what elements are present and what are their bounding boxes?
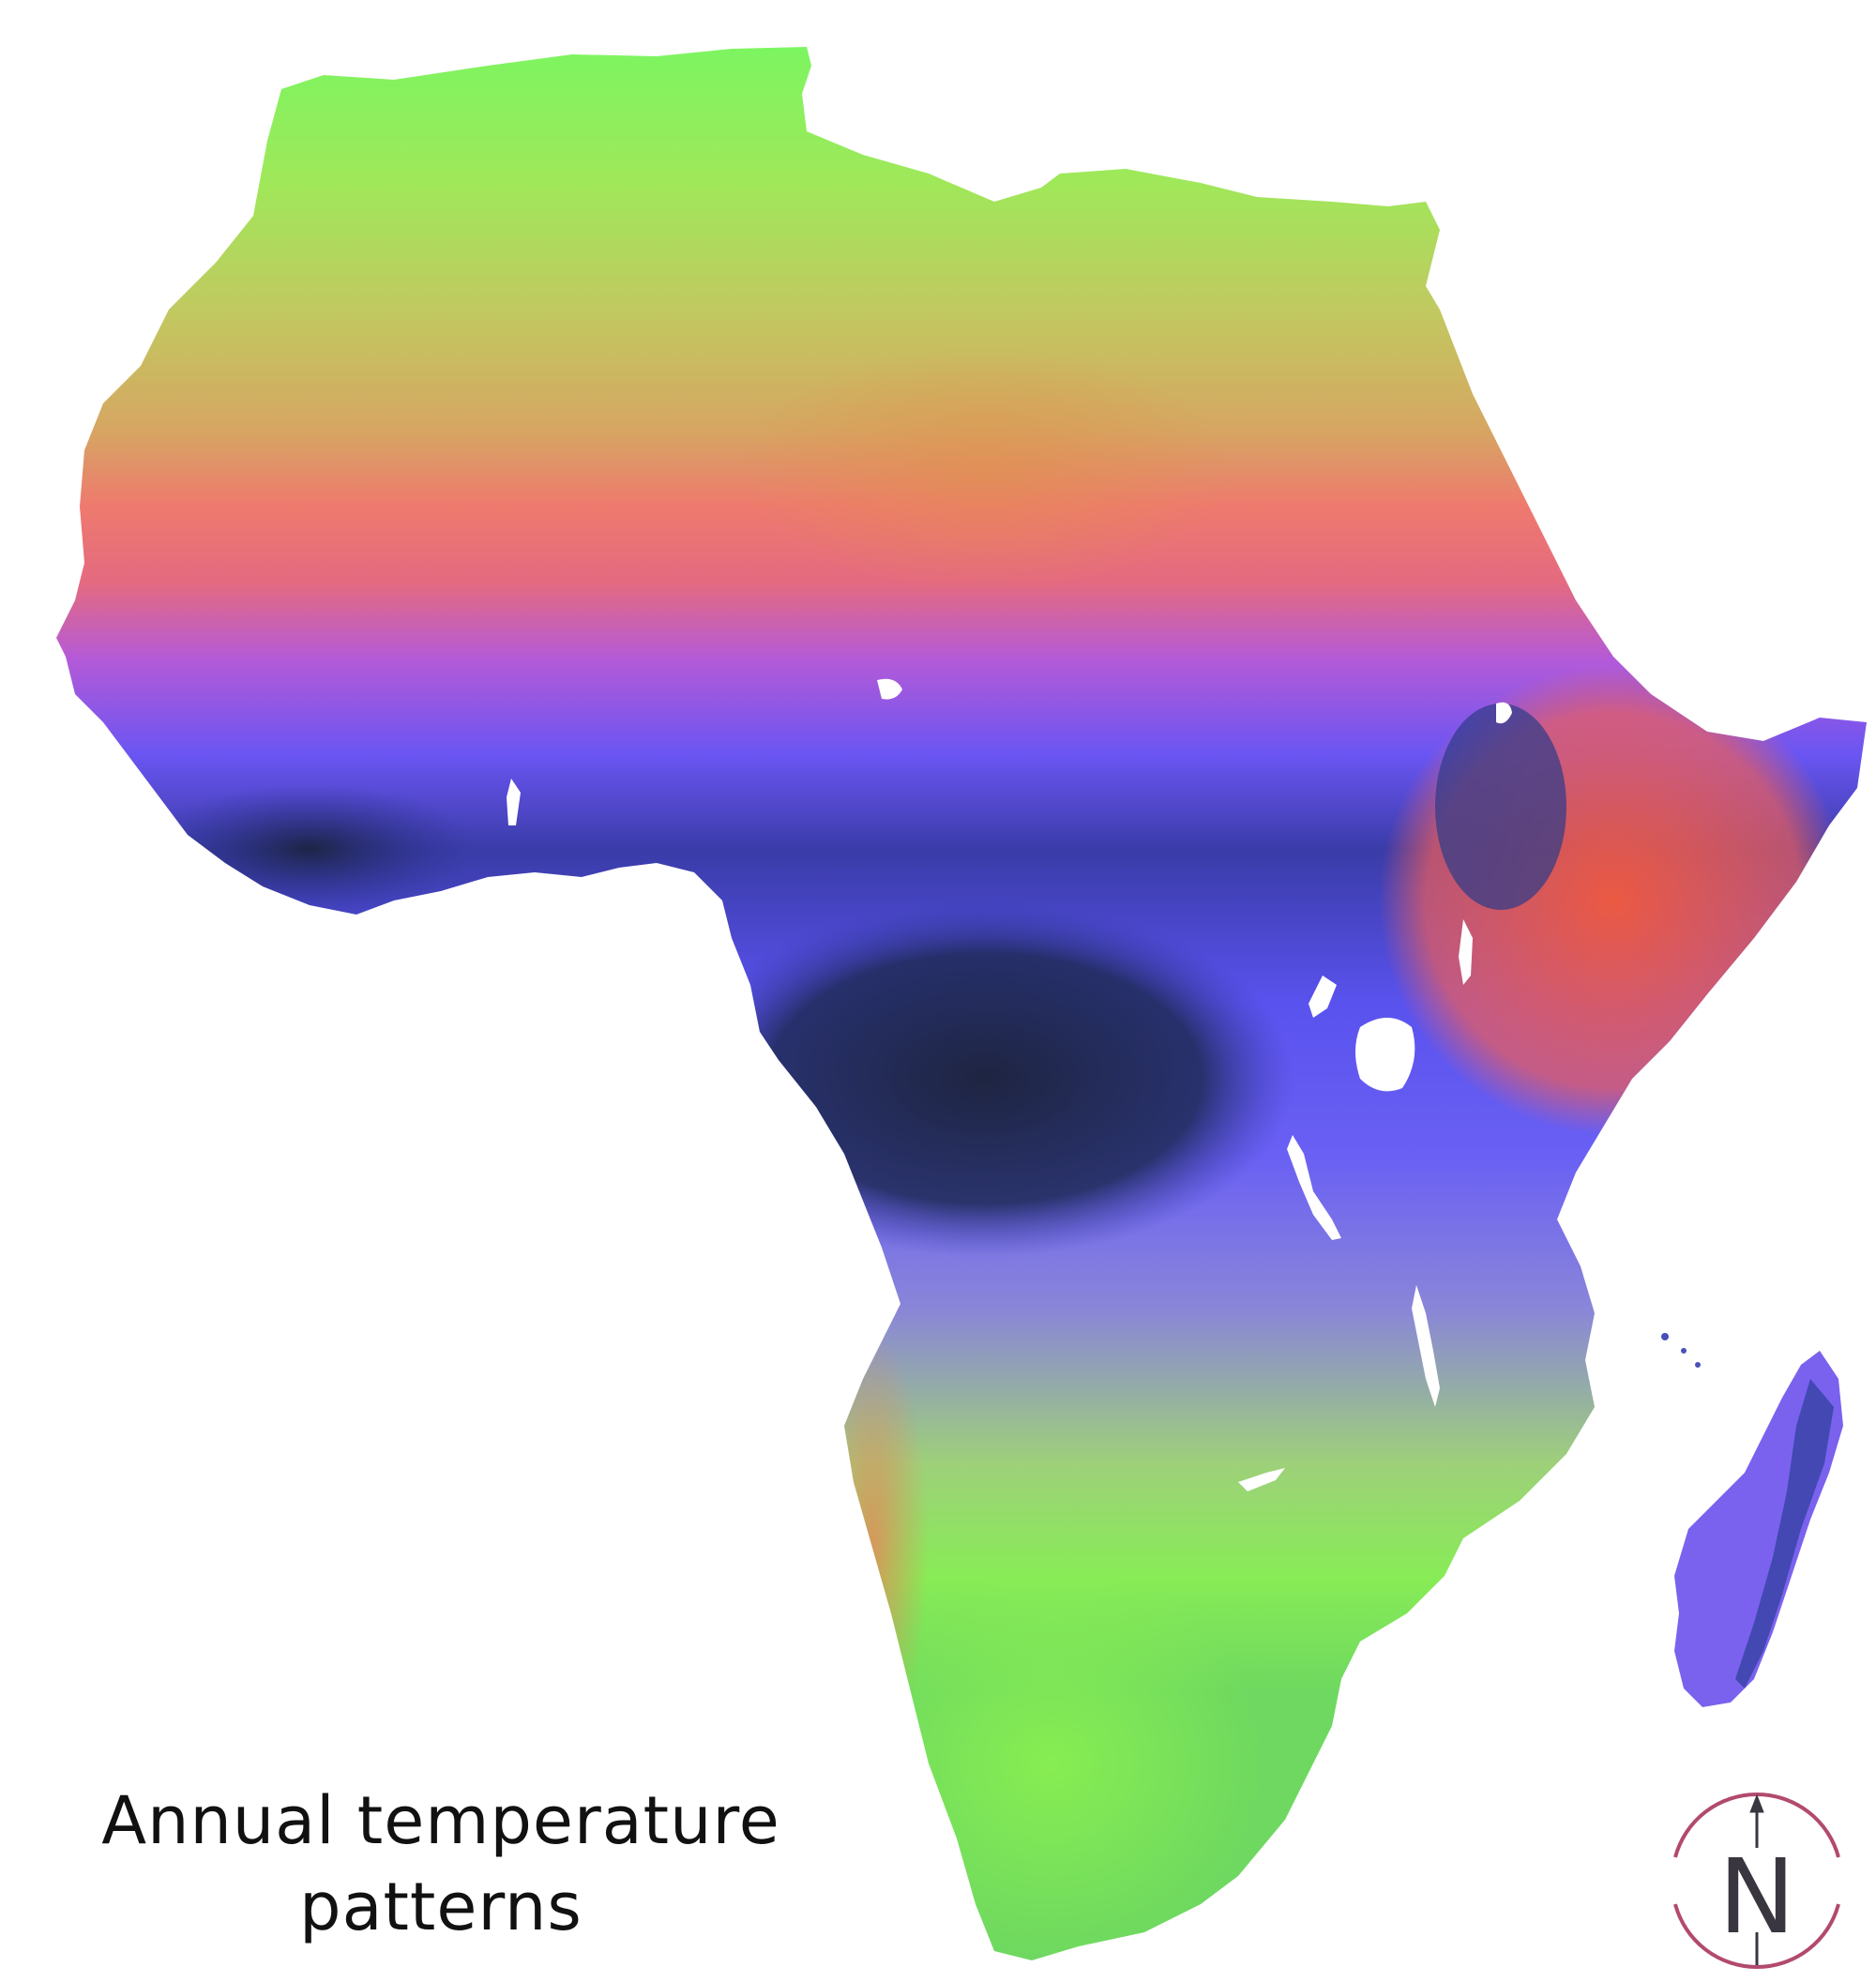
compass-svg: N bbox=[1673, 1793, 1840, 1969]
madagascar-east-highlands bbox=[1735, 1379, 1834, 1688]
north-arrow-icon bbox=[1749, 1793, 1764, 1965]
ethiopian-highlands bbox=[1435, 704, 1566, 910]
comoros-islands bbox=[1661, 1333, 1701, 1368]
namib-coast bbox=[816, 1332, 929, 1763]
map-title-line-1: Annual temperature bbox=[101, 1782, 780, 1859]
map-title-line-2: patterns bbox=[299, 1869, 582, 1945]
congo-rainforest bbox=[675, 900, 1294, 1257]
lake-malawi bbox=[1412, 1285, 1440, 1407]
lake-tanganyika bbox=[1287, 1135, 1341, 1240]
compass-letter: N bbox=[1718, 1837, 1795, 1957]
west-africa-forest bbox=[141, 783, 478, 915]
lake-victoria bbox=[1355, 1018, 1415, 1092]
sahara-orange-zone bbox=[741, 347, 1229, 591]
lake-tana bbox=[1496, 702, 1512, 724]
lake-chad bbox=[877, 678, 902, 700]
lakes bbox=[507, 678, 1512, 1491]
lake-kivu-edward bbox=[1309, 976, 1337, 1018]
southern-green-zone bbox=[835, 1566, 1266, 1960]
compass-ring-bottom bbox=[1673, 1903, 1840, 1969]
lake-kariba bbox=[1238, 1468, 1285, 1491]
lake-turkana bbox=[1459, 919, 1473, 985]
lake-volta bbox=[507, 779, 521, 825]
horn-of-africa-hot bbox=[1379, 666, 1848, 1135]
map-title: Annual temperature patterns bbox=[38, 1778, 844, 1950]
north-compass: N bbox=[1658, 1792, 1855, 1970]
